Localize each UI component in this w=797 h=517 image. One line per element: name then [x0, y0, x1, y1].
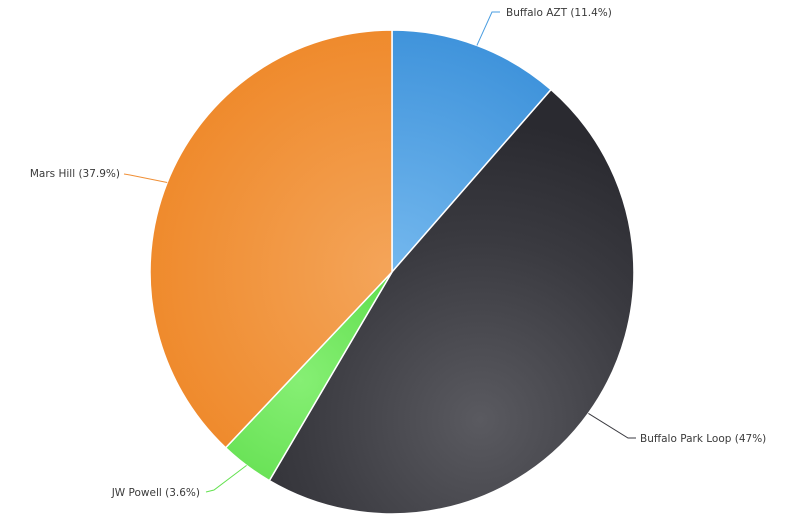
- leader-line-jw-powell: [205, 465, 247, 493]
- slice-mars-hill[interactable]: [149, 29, 393, 449]
- leader-line-buffalo-park-loop: [588, 412, 636, 439]
- leader-lines: [123, 11, 636, 493]
- slice-labels: Buffalo AZT (11.4%) Buffalo Park Loop (4…: [30, 7, 766, 499]
- leader-line-mars-hill: [123, 173, 168, 183]
- pie-slices: [149, 29, 635, 515]
- slice-buffalo-park-loop[interactable]: [268, 88, 635, 515]
- slice-label-mars-hill: Mars Hill (37.9%): [30, 168, 120, 180]
- slice-label-buffalo-azt: Buffalo AZT (11.4%): [506, 7, 612, 19]
- slice-label-buffalo-park-loop: Buffalo Park Loop (47%): [640, 433, 766, 445]
- slice-label-jw-powell: JW Powell (3.6%): [111, 487, 200, 499]
- leader-line-buffalo-azt: [476, 11, 500, 46]
